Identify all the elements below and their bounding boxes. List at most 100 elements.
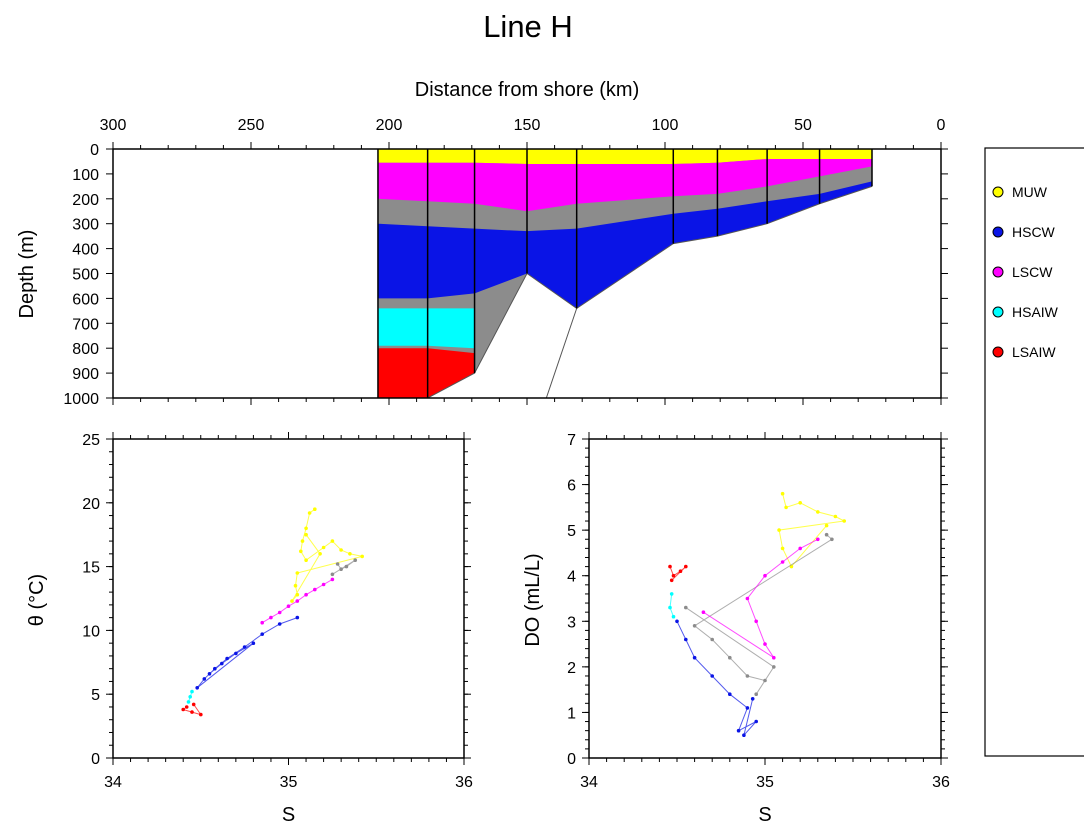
x-tick-label: 0 <box>937 117 946 134</box>
series-hscw <box>195 615 300 690</box>
data-point <box>260 620 265 625</box>
series-unclassified <box>684 532 834 696</box>
y-tick-label: 0 <box>567 751 576 768</box>
plot-area <box>113 439 464 758</box>
series-hsaiw <box>186 689 194 704</box>
data-point <box>339 567 343 571</box>
y-tick-label: 10 <box>82 623 100 640</box>
data-point <box>742 733 746 737</box>
data-point <box>299 549 303 554</box>
data-point <box>360 554 365 559</box>
data-point <box>269 615 273 620</box>
data-point <box>353 558 358 562</box>
x-tick-label: 36 <box>932 774 950 791</box>
y-tick-label: 2 <box>567 660 576 677</box>
data-point <box>286 604 291 608</box>
y-tick-label: 25 <box>82 432 100 449</box>
y-tick-label: 6 <box>567 478 576 495</box>
y-tick-label: 900 <box>72 366 99 383</box>
data-point <box>780 546 785 551</box>
x-axis-label: S <box>758 804 771 826</box>
data-point <box>671 614 676 619</box>
data-point <box>199 712 203 717</box>
data-point <box>678 569 683 573</box>
data-point <box>684 564 688 569</box>
data-point <box>745 706 750 710</box>
data-point <box>290 599 294 603</box>
legend-marker <box>992 306 1004 318</box>
series-lsaiw <box>668 564 688 583</box>
y-tick-label: 200 <box>72 192 99 209</box>
x-tick-label: 50 <box>794 117 812 134</box>
data-point <box>684 605 688 610</box>
section-panel: 300 250 200 150 100 50 00100200300400500600700… <box>16 79 948 408</box>
legend-item-muw: MUW <box>992 184 1048 200</box>
data-point <box>321 582 326 587</box>
data-point <box>195 686 199 690</box>
data-point <box>754 719 758 724</box>
data-point <box>330 539 335 543</box>
data-point <box>277 610 282 615</box>
data-point <box>295 571 300 575</box>
legend-marker <box>992 346 1004 358</box>
data-point <box>318 552 322 556</box>
y-axis-label: Depth (m) <box>16 230 38 319</box>
x-tick-label: 200 <box>376 117 403 134</box>
legend-items: MUW HSCW LSCW HSAIW LSAIW <box>992 184 1059 360</box>
y-tick-label: 0 <box>90 142 99 159</box>
data-point <box>260 632 265 636</box>
data-point <box>220 661 224 666</box>
legend-item-hscw: HSCW <box>992 224 1056 240</box>
series-lsaiw <box>181 702 203 717</box>
series-hscw <box>675 619 758 737</box>
x-tick-label: 36 <box>455 774 473 791</box>
data-point <box>304 592 308 597</box>
data-point <box>833 514 838 519</box>
y-tick-label: 0 <box>91 751 100 768</box>
data-point <box>313 587 317 592</box>
series-lscw <box>260 577 335 625</box>
layer-lsaiw <box>377 348 475 398</box>
series-trace <box>778 493 846 568</box>
legend-label: MUW <box>1012 184 1048 200</box>
data-point <box>745 674 750 678</box>
data-point <box>692 624 697 628</box>
data-point <box>701 610 706 614</box>
y-axis-label: DO (mL/L) <box>522 553 544 646</box>
y-tick-label: 400 <box>72 242 99 259</box>
data-point <box>784 505 788 510</box>
data-point <box>816 510 820 514</box>
y-axis-label: θ (°C) <box>26 574 48 626</box>
y-tick-label: 15 <box>82 560 100 577</box>
data-point <box>190 689 194 694</box>
data-point <box>669 592 674 596</box>
series-trace <box>676 621 757 736</box>
data-point <box>710 674 714 678</box>
y-tick-label: 1000 <box>63 391 99 408</box>
data-point <box>344 564 349 569</box>
x-tick-label: 250 <box>238 117 265 134</box>
data-point <box>313 507 317 512</box>
data-point <box>234 651 238 656</box>
data-point <box>736 728 741 733</box>
data-point <box>684 637 688 642</box>
data-point <box>191 702 196 707</box>
data-point <box>772 665 776 669</box>
legend-frame <box>984 147 1084 757</box>
legend: MUW HSCW LSCW HSAIW LSAIW <box>984 147 1084 757</box>
y-tick-label: 500 <box>72 267 99 284</box>
data-point <box>348 552 352 556</box>
legend-label: LSAIW <box>1012 344 1056 360</box>
data-point <box>184 705 189 709</box>
x-tick-label: 300 <box>100 117 127 134</box>
data-point <box>335 562 340 566</box>
series-lscw <box>701 537 820 660</box>
data-point <box>304 526 308 531</box>
data-point <box>207 672 212 676</box>
legend-marker <box>992 186 1004 198</box>
legend-item-lsaiw: LSAIW <box>992 344 1056 360</box>
data-point <box>728 692 732 696</box>
x-tick-label: 34 <box>104 774 122 791</box>
